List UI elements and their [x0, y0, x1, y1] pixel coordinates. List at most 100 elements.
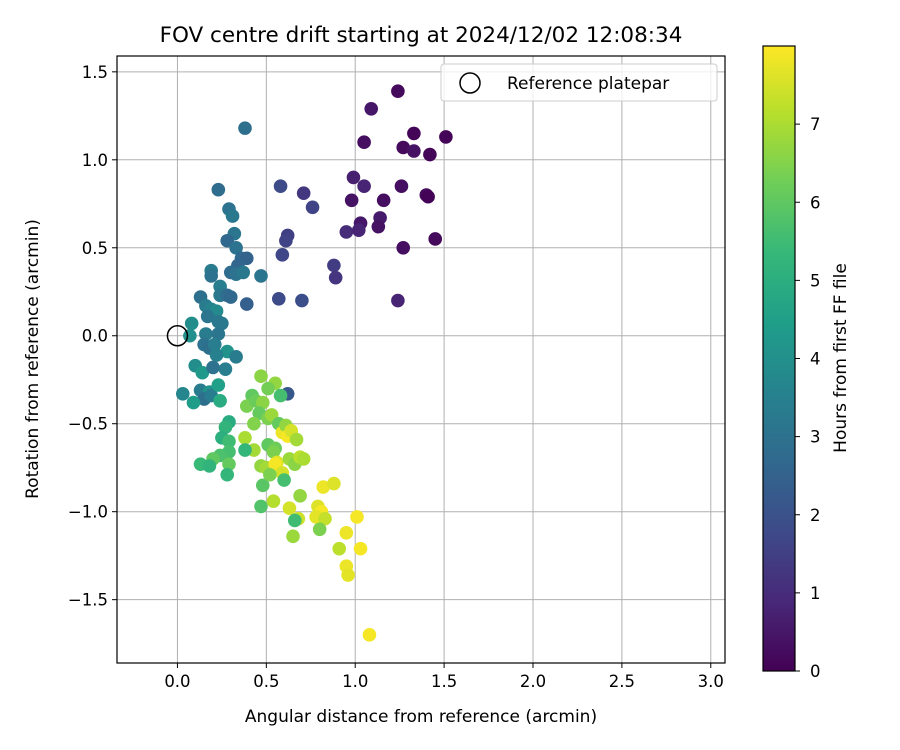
x-tick-label-2: 1.0 — [342, 672, 368, 691]
scatter-point-72 — [195, 365, 210, 380]
scatter-point-20 — [371, 219, 386, 234]
scatter-point-62 — [199, 327, 213, 341]
scatter-point-24 — [396, 240, 411, 255]
scatter-point-105 — [222, 434, 236, 449]
colorbar-tick-label-7: 7 — [810, 115, 821, 134]
x-tick-label-0: 0.0 — [164, 672, 190, 691]
colorbar-label: Hours from first FF file — [831, 263, 851, 453]
scatter-point-135 — [254, 499, 268, 514]
scatter-point-130 — [263, 467, 277, 482]
x-axis-label: Angular distance from reference (arcmin) — [245, 707, 597, 727]
colorbar-tick-label-5: 5 — [810, 271, 821, 290]
axes-frame — [116, 55, 726, 664]
scatter-point-34 — [211, 182, 226, 197]
y-tick-label-6: 1.5 — [82, 63, 108, 82]
scatter-point-80 — [186, 395, 201, 410]
colorbar-tick-label-3: 3 — [810, 428, 821, 447]
x-tick-label-4: 2.0 — [520, 672, 546, 691]
scatter-point-132 — [327, 476, 341, 491]
scatter-point-116 — [202, 459, 217, 473]
scatter-point-134 — [293, 489, 307, 503]
scatter-point-15 — [305, 200, 320, 215]
scatter-point-0 — [391, 84, 405, 98]
scatter-point-23 — [428, 232, 443, 246]
scatter-point-57 — [239, 297, 254, 311]
scatter-point-83 — [213, 394, 227, 408]
scatter-point-16 — [344, 193, 359, 208]
scatter-point-12 — [421, 189, 435, 204]
x-tick-label-1: 0.5 — [253, 672, 279, 691]
scatter-point-47 — [236, 265, 251, 280]
scatter-point-48 — [254, 269, 268, 283]
colorbar-tick-label-1: 1 — [810, 584, 821, 603]
colorbar-tick-label-6: 6 — [810, 193, 821, 212]
scatter-point-74 — [218, 362, 233, 376]
colorbar-tick-label-2: 2 — [810, 506, 821, 525]
colorbar-tick-label-4: 4 — [810, 350, 821, 369]
scatter-point-52 — [223, 290, 238, 304]
axis-ticks: 0.0 0.5 1.0 1.5 2.0 2.5 3.0 −1.5 −1.0 −0.5 0.0 0.5 1… — [68, 63, 724, 691]
scatter-point-117 — [222, 457, 236, 471]
scatter-point-8 — [346, 170, 361, 185]
scatter-point-145 — [339, 526, 354, 540]
scatter-point-110 — [266, 445, 281, 459]
scatter-point-58 — [200, 309, 215, 324]
scatter-point-124 — [277, 473, 291, 487]
plot-area: 0.0 0.5 1.0 1.5 2.0 2.5 3.0 −1.5 −1.0 −0.5 0.0 0.5 1… — [68, 55, 726, 691]
scatter-point-21 — [339, 225, 354, 239]
scatter-point-128 — [296, 452, 311, 466]
scatter-point-118 — [220, 467, 235, 482]
scatter-point-30 — [271, 292, 286, 306]
x-tick-label-5: 2.5 — [609, 672, 635, 691]
legend-marker-reference — [459, 72, 481, 94]
scatter-point-7 — [423, 147, 437, 162]
scatter-point-14 — [296, 186, 311, 201]
scatter-point-111 — [238, 443, 252, 457]
reference-platepar-marker — [166, 324, 189, 347]
scatter-point-1 — [364, 101, 379, 116]
y-tick-label-2: −0.5 — [68, 415, 108, 434]
scatter-point-148 — [353, 541, 368, 556]
scatter-point-44 — [204, 269, 219, 283]
grid — [117, 56, 725, 663]
scatter-point-133 — [266, 494, 281, 508]
scatter-point-61 — [184, 316, 199, 331]
scatter-point-67 — [207, 337, 222, 352]
y-tick-label-4: 0.5 — [82, 239, 108, 258]
scatter-point-131 — [316, 480, 331, 494]
plot-background — [117, 56, 725, 663]
colorbar: 0 1 2 3 4 5 6 7 — [762, 45, 821, 681]
scatter-point-9 — [357, 179, 371, 193]
scatter-point-76 — [175, 387, 190, 401]
scatter-point-29 — [328, 270, 343, 285]
scatter-point-88 — [273, 388, 288, 403]
colorbar-tick-label-0: 0 — [810, 662, 821, 681]
chart-title: FOV centre drift starting at 2024/12/02 … — [160, 23, 683, 48]
scatter-point-32 — [391, 293, 405, 308]
scatter-point-4 — [357, 135, 371, 150]
scatter-point-2 — [407, 126, 421, 141]
scatter-point-151 — [362, 628, 377, 642]
scatter-point-64 — [183, 328, 197, 343]
scatter-point-136 — [282, 501, 297, 515]
scatter-point-86 — [261, 381, 275, 396]
scatter-point-95 — [218, 420, 233, 435]
legend-label: Reference platepar — [507, 74, 669, 94]
scatter-point-6 — [407, 144, 421, 158]
scatter-point-39 — [229, 240, 243, 255]
scatter-point-150 — [341, 568, 355, 582]
scatter-point-10 — [394, 179, 409, 193]
scatter-point-27 — [275, 248, 290, 262]
scatter-point-141 — [287, 513, 302, 528]
scatter-point-129 — [255, 478, 270, 493]
scatter-point-13 — [273, 179, 288, 193]
scatter-point-147 — [332, 541, 347, 556]
y-tick-label-5: 1.0 — [82, 151, 108, 170]
scatter-point-96 — [247, 416, 261, 431]
scatter-point-3 — [439, 130, 453, 144]
scatter-point-142 — [318, 511, 332, 526]
x-tick-label-6: 3.0 — [698, 672, 724, 691]
scatter-point-28 — [327, 258, 341, 273]
scatter-point-70 — [229, 350, 243, 364]
scatter-point-60 — [215, 316, 229, 331]
